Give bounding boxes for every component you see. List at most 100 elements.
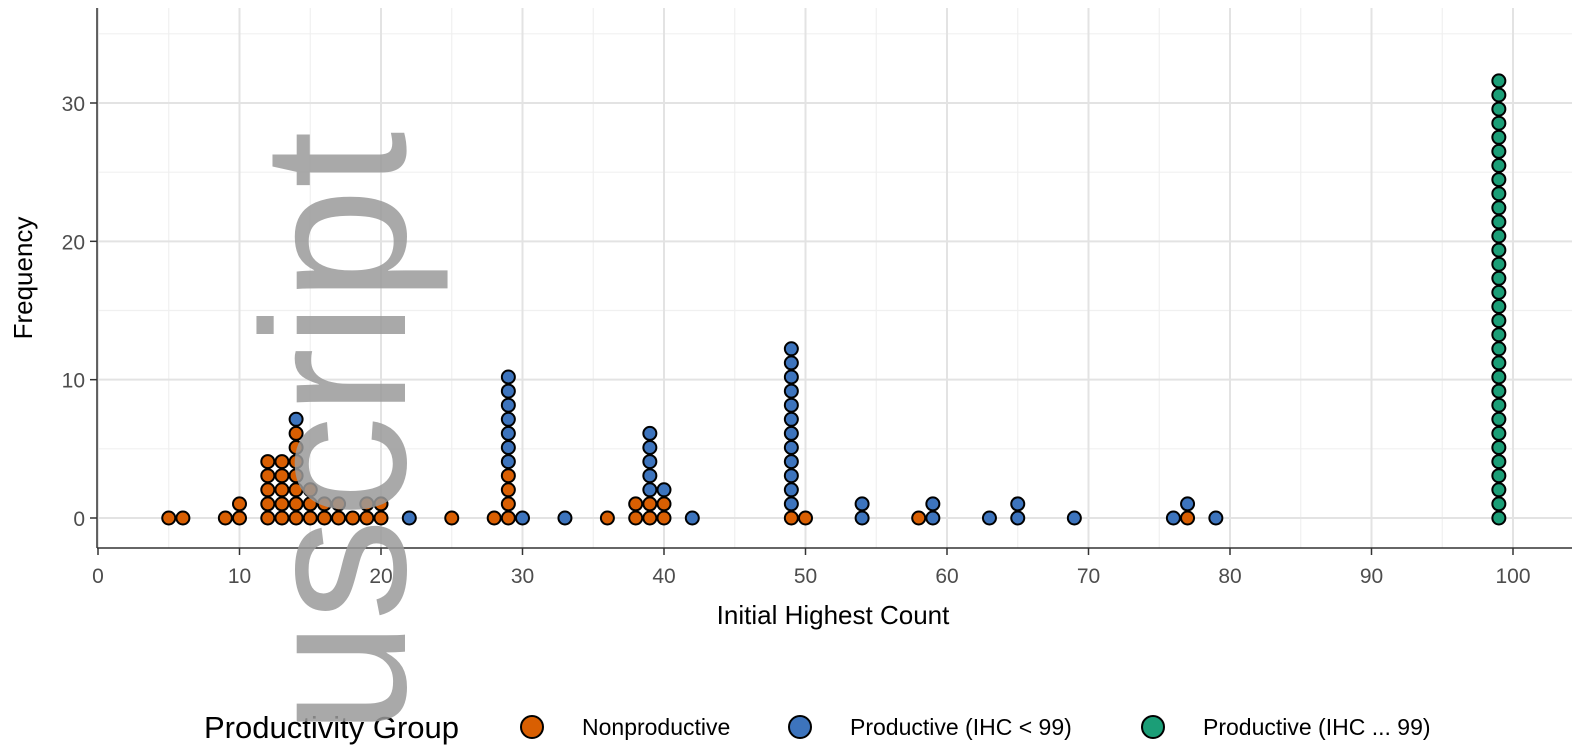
data-dot <box>642 468 658 484</box>
data-dot <box>628 510 644 526</box>
y-tick-label: 10 <box>62 370 85 393</box>
data-dot <box>500 482 516 498</box>
data-dot <box>783 510 799 526</box>
data-dot <box>1180 510 1196 526</box>
data-dot <box>331 510 347 526</box>
data-dot <box>288 440 304 455</box>
x-tick-label: 20 <box>369 565 392 588</box>
data-dot <box>274 510 290 526</box>
data-dot <box>1491 129 1507 145</box>
data-dot <box>274 454 290 470</box>
data-dot <box>783 397 799 413</box>
data-dot <box>500 510 516 526</box>
data-dot <box>288 468 304 484</box>
data-dot <box>288 411 304 427</box>
data-dot <box>1491 440 1507 455</box>
data-dot <box>1491 341 1507 357</box>
axes <box>96 8 1572 549</box>
data-dot <box>656 482 672 498</box>
data-dot <box>1491 101 1507 117</box>
data-dot <box>1491 214 1507 230</box>
data-dot <box>288 482 304 498</box>
data-dot <box>359 496 375 512</box>
data-dot <box>373 496 389 512</box>
data-dot <box>288 425 304 441</box>
x-tick-label: 50 <box>794 565 817 588</box>
data-dot <box>500 496 516 512</box>
data-dot <box>500 468 516 484</box>
data-dot <box>911 510 927 526</box>
data-dot <box>1491 355 1507 371</box>
x-tick-label: 0 <box>92 565 104 588</box>
x-tick-label: 90 <box>1360 565 1383 588</box>
data-dot <box>1491 327 1507 343</box>
x-tick-label: 80 <box>1218 565 1241 588</box>
y-axis-title: Frequency <box>8 217 38 340</box>
data-dot <box>500 369 516 385</box>
data-dot <box>783 411 799 427</box>
data-dot <box>1010 496 1026 512</box>
y-tick-label: 20 <box>62 231 85 254</box>
data-dot <box>302 496 318 512</box>
data-dot <box>274 482 290 498</box>
x-tick-label: 10 <box>228 565 251 588</box>
data-dot <box>783 440 799 455</box>
data-dot <box>798 510 813 526</box>
data-dot <box>232 510 247 526</box>
data-dot <box>345 510 361 526</box>
data-dot <box>1491 369 1507 385</box>
data-dot <box>642 425 658 441</box>
x-axis-title: Initial Highest Count <box>717 600 950 630</box>
data-dot <box>783 482 799 498</box>
data-dot <box>373 510 389 526</box>
data-dot <box>260 482 276 498</box>
data-dot <box>444 510 460 526</box>
data-dot <box>500 383 516 399</box>
data-dot <box>359 510 375 526</box>
legend-label: Productive (IHC ... 99) <box>1203 714 1431 740</box>
data-dot <box>783 369 799 385</box>
data-dot <box>783 425 799 441</box>
data-dot <box>288 510 304 526</box>
x-tick-label: 100 <box>1495 565 1530 588</box>
axis-ticks: 0 10 20 30 40 50 60 70 80 90 100 0 10 20 30 <box>62 93 1531 588</box>
data-dot <box>486 510 502 526</box>
data-dot <box>217 510 233 526</box>
data-dot <box>274 468 290 484</box>
data-dot <box>331 496 347 512</box>
data-dot <box>288 454 304 470</box>
data-dot <box>1491 73 1507 89</box>
data-dot <box>783 496 799 512</box>
data-dot <box>656 496 672 512</box>
data-dot <box>1491 397 1507 413</box>
x-tick-label: 60 <box>935 565 958 588</box>
data-dot <box>783 355 799 371</box>
data-dot <box>557 510 573 526</box>
x-tick-label: 40 <box>652 565 675 588</box>
data-dot <box>1491 200 1507 216</box>
data-dot <box>1491 256 1507 272</box>
data-dot <box>260 468 276 484</box>
watermark: uscript <box>220 131 449 735</box>
data-dot <box>500 397 516 413</box>
data-dot <box>642 496 658 512</box>
data-dot <box>1491 143 1507 159</box>
legend-label: Nonproductive <box>582 714 730 740</box>
data-dot <box>401 510 417 526</box>
data-dot <box>1491 228 1507 244</box>
legend-title: Productivity Group <box>204 710 459 745</box>
legend-key <box>788 715 812 739</box>
data-dot <box>274 496 290 512</box>
data-dot <box>1491 510 1507 526</box>
data-dot <box>500 425 516 441</box>
y-tick-label: 30 <box>62 93 85 116</box>
data-dot <box>1180 496 1196 512</box>
data-dot <box>854 496 870 512</box>
data-dot <box>684 510 700 526</box>
data-dot <box>1491 411 1507 427</box>
data-dot <box>1491 284 1507 300</box>
data-dot <box>783 383 799 399</box>
legend-label: Productive (IHC < 99) <box>850 714 1072 740</box>
data-dot <box>783 454 799 470</box>
